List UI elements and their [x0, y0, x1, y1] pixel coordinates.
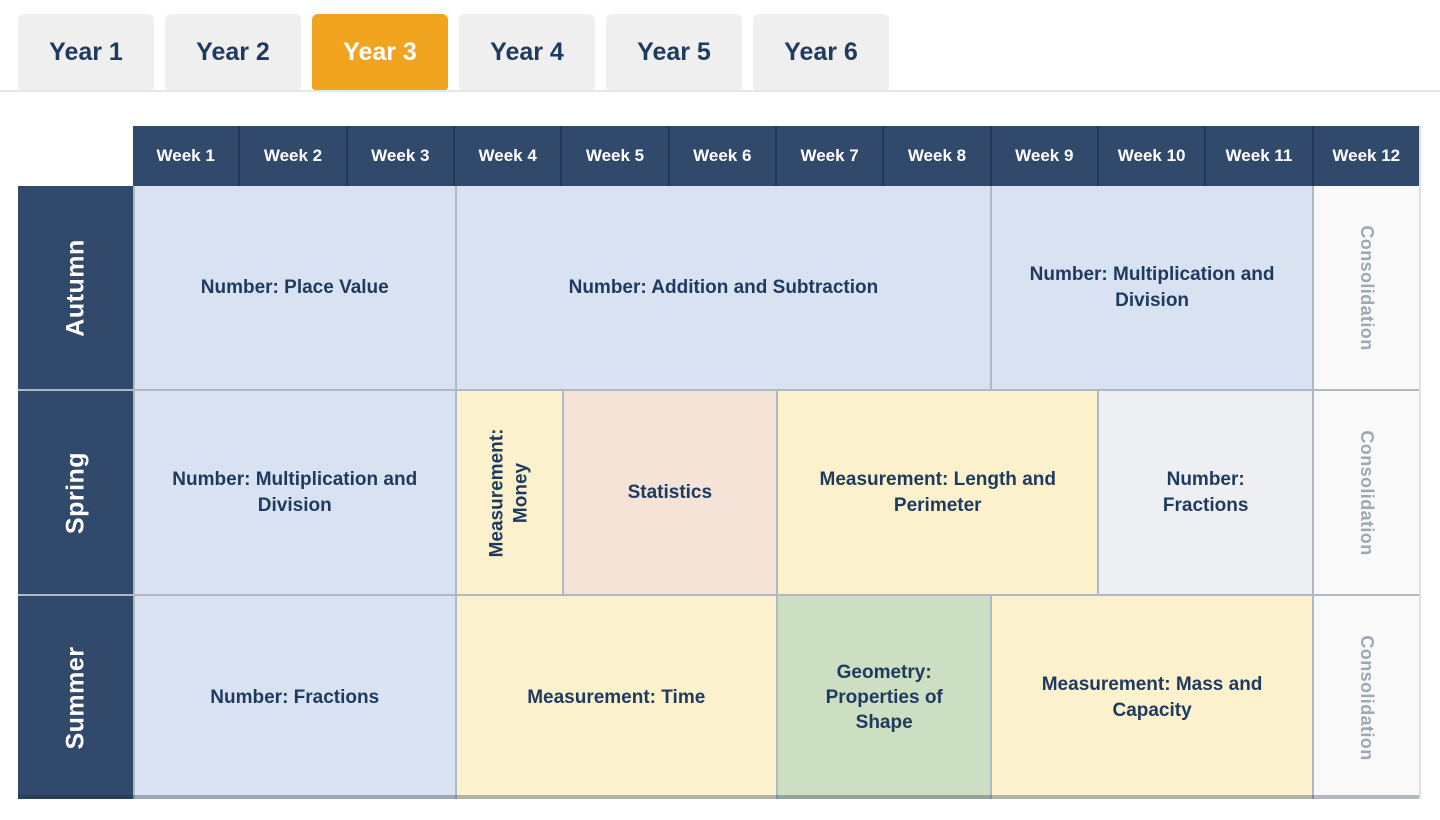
- topic-cell-consolidation-spring: Consolidation: [1313, 391, 1419, 594]
- week-header: Week 10: [1096, 126, 1204, 186]
- topic-cell-length-perimeter: Measurement: Length and Perimeter: [778, 391, 1098, 594]
- week-header: Week 9: [989, 126, 1097, 186]
- topic-cell-mass-capacity: Measurement: Mass and Capacity: [992, 596, 1312, 799]
- term-grid: Autumn Number: Place Value Number: Addit…: [18, 186, 1419, 799]
- week-header-row: Week 1 Week 2 Week 3 Week 4 Week 5 Week …: [133, 126, 1419, 186]
- week-header: Week 6: [667, 126, 775, 186]
- topic-cell-fractions-spring: Number: Fractions: [1099, 391, 1312, 594]
- week-header: Week 3: [345, 126, 453, 186]
- topic-cell-fractions-summer: Number: Fractions: [135, 596, 455, 799]
- week-header: Week 2: [238, 126, 345, 186]
- tab-year-3-active[interactable]: Year 3: [312, 14, 448, 90]
- money-vertical-text: Measurement: Money: [486, 428, 532, 557]
- tab-year-6[interactable]: Year 6: [753, 14, 889, 90]
- topic-cell-addition-subtraction: Number: Addition and Subtraction: [456, 186, 991, 389]
- topic-cell-multiplication-division-spring: Number: Multiplication and Division: [135, 391, 455, 594]
- tab-year-5[interactable]: Year 5: [606, 14, 742, 90]
- consolidation-text: Consolidation: [1357, 634, 1378, 761]
- topic-cell-multiplication-division-autumn: Number: Multiplication and Division: [992, 186, 1312, 389]
- term-label-text: Summer: [61, 645, 89, 750]
- topic-cell-money: Measurement: Money: [456, 391, 562, 594]
- year-tab-bar: Year 1 Year 2 Year 3 Year 4 Year 5 Year …: [0, 0, 1440, 92]
- topic-cell-time: Measurement: Time: [456, 596, 776, 799]
- tab-year-4[interactable]: Year 4: [459, 14, 595, 90]
- topic-cell-place-value: Number: Place Value: [135, 186, 455, 389]
- week-header: Week 4: [452, 126, 560, 186]
- term-label-text: Autumn: [61, 238, 89, 337]
- topic-cell-properties-of-shape: Geometry: Properties of Shape: [778, 596, 991, 799]
- year-3-overview-table: Week 1 Week 2 Week 3 Week 4 Week 5 Week …: [18, 126, 1421, 799]
- term-label-text: Spring: [61, 451, 89, 534]
- week-header: Week 5: [560, 126, 667, 186]
- tab-year-2[interactable]: Year 2: [165, 14, 301, 90]
- week-header: Week 12: [1311, 126, 1419, 186]
- tab-year-1[interactable]: Year 1: [18, 14, 154, 90]
- term-label-autumn: Autumn: [18, 186, 133, 389]
- consolidation-text: Consolidation: [1357, 429, 1378, 556]
- topic-cell-consolidation-summer: Consolidation: [1313, 596, 1419, 799]
- week-header: Week 8: [882, 126, 989, 186]
- week-header: Week 1: [156, 146, 215, 165]
- term-label-spring: Spring: [18, 391, 133, 594]
- topic-cell-consolidation-autumn: Consolidation: [1313, 186, 1419, 389]
- week-header: Week 11: [1204, 126, 1311, 186]
- week-header: Week 7: [774, 126, 882, 186]
- topic-cell-statistics: Statistics: [563, 391, 776, 594]
- term-label-summer: Summer: [18, 596, 133, 799]
- consolidation-text: Consolidation: [1357, 224, 1378, 351]
